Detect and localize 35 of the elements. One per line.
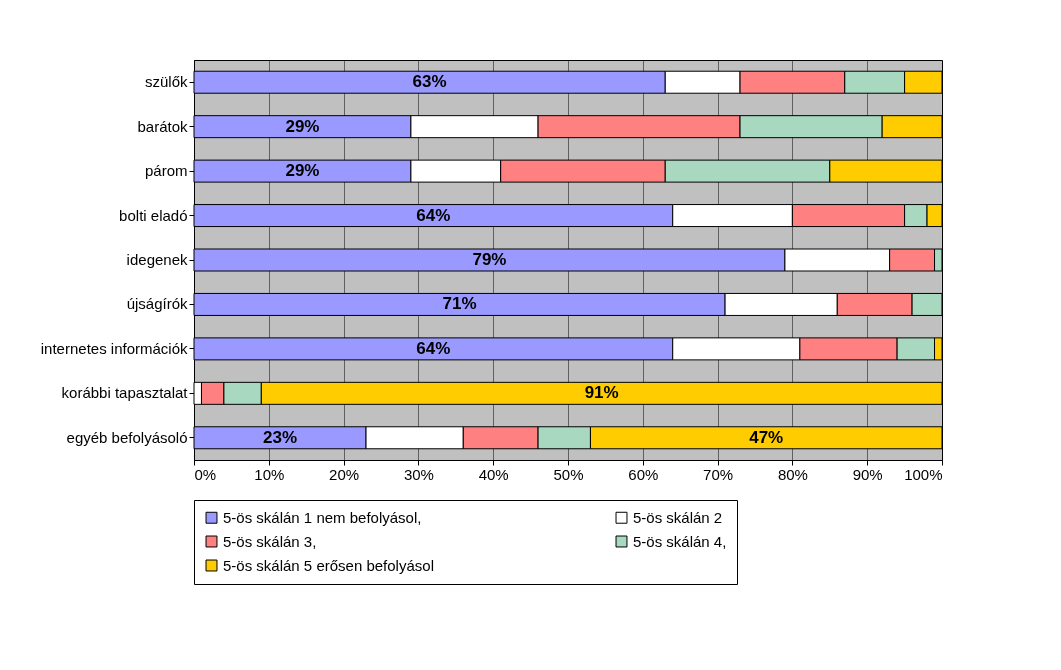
x-tick-label: 10% (254, 465, 285, 483)
y-tick-label: internetes információk (40, 339, 188, 357)
legend-label: 5-ös skálán 2 (633, 508, 723, 526)
y-tick-label: egyéb befolyásoló (66, 428, 188, 446)
x-tick-label: 0% (194, 465, 217, 483)
data-label: 63% (412, 72, 447, 92)
y-tick-label: párom (144, 162, 188, 180)
x-tick-label: 70% (703, 465, 734, 483)
y-tick-label: korábbi tapasztalat (61, 384, 189, 402)
legend-label: 5-ös skálán 3, (223, 532, 317, 550)
y-tick-label: bolti eladó (119, 206, 188, 224)
data-label: 29% (285, 116, 320, 136)
x-tick-label: 50% (553, 465, 584, 483)
x-tick-label: 80% (777, 465, 808, 483)
data-label: 64% (416, 205, 451, 225)
x-tick-label: 20% (329, 465, 360, 483)
x-tick-label: 90% (852, 465, 883, 483)
y-tick-label: idegenek (126, 251, 188, 268)
y-tick-label: újságírók (126, 295, 188, 313)
y-tick-label: barátok (137, 117, 188, 135)
data-label: 23% (263, 427, 298, 447)
data-label: 47% (749, 427, 784, 447)
legend-label: 5-ös skálán 5 erősen befolyásol (223, 556, 434, 574)
legend-label: 5-ös skálán 1 nem befolyásol, (223, 508, 422, 526)
x-tick-label: 60% (628, 465, 659, 483)
x-tick-label: 40% (478, 465, 509, 483)
data-label: 71% (442, 294, 477, 314)
x-tick-label: 30% (403, 465, 434, 483)
data-label: 91% (584, 383, 619, 403)
legend-label: 5-ös skálán 4, (633, 532, 727, 550)
data-label: 64% (416, 338, 451, 358)
data-label: 29% (285, 161, 320, 181)
y-tick-label: szülők (144, 73, 188, 91)
x-tick-label: 100% (904, 465, 943, 483)
data-label: 79% (472, 250, 507, 269)
